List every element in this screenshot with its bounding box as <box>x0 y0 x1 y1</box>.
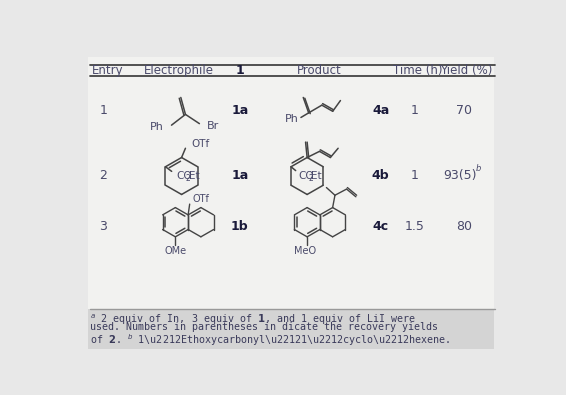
Text: 1a: 1a <box>231 169 248 182</box>
Text: 1: 1 <box>100 104 107 117</box>
Text: used. Numbers in parentheses in dicate the recovery yields: used. Numbers in parentheses in dicate t… <box>90 322 438 332</box>
Text: OTf: OTf <box>191 139 209 149</box>
Text: Time (h): Time (h) <box>393 64 443 77</box>
Text: 4a: 4a <box>372 104 389 117</box>
Text: Et: Et <box>311 171 322 181</box>
Text: 1.5: 1.5 <box>405 220 425 233</box>
Text: 2: 2 <box>308 174 313 183</box>
Text: 1b: 1b <box>231 220 248 233</box>
Text: Product: Product <box>297 64 341 77</box>
Text: Yield (%): Yield (%) <box>440 64 492 77</box>
Text: 70: 70 <box>456 104 473 117</box>
Text: OMe: OMe <box>164 246 186 256</box>
FancyBboxPatch shape <box>88 309 494 349</box>
Text: CO: CO <box>299 171 314 181</box>
Text: 1: 1 <box>411 104 419 117</box>
Text: 2: 2 <box>186 174 190 183</box>
Text: 93(5): 93(5) <box>443 169 477 182</box>
Text: b: b <box>475 164 481 173</box>
Text: CO: CO <box>177 171 192 181</box>
FancyBboxPatch shape <box>88 56 494 314</box>
Text: 2: 2 <box>100 169 107 182</box>
Text: 80: 80 <box>456 220 473 233</box>
Text: Entry: Entry <box>92 64 124 77</box>
Text: Et: Et <box>188 171 199 181</box>
Text: 1: 1 <box>411 169 419 182</box>
Text: 4c: 4c <box>372 220 389 233</box>
Text: Br: Br <box>207 121 218 131</box>
Text: 1a: 1a <box>231 104 248 117</box>
Text: MeO: MeO <box>294 246 316 256</box>
Text: 3: 3 <box>100 220 107 233</box>
Text: of $\mathbf{2}$. $^{b}$ 1\u2212Ethoxycarbonyl\u22121\u2212cyclo\u2212hexene.: of $\mathbf{2}$. $^{b}$ 1\u2212Ethoxycar… <box>90 332 451 348</box>
Text: OTf: OTf <box>193 194 209 205</box>
Text: Electrophile: Electrophile <box>144 64 215 77</box>
Text: $^{a}$ 2 equiv of In, 3 equiv of $\mathbf{1}$, and 1 equiv of LiI were: $^{a}$ 2 equiv of In, 3 equiv of $\mathb… <box>90 312 416 327</box>
Text: Ph: Ph <box>285 114 299 124</box>
Text: 1: 1 <box>235 64 244 77</box>
Text: Ph: Ph <box>150 122 164 132</box>
Text: 4b: 4b <box>372 169 389 182</box>
